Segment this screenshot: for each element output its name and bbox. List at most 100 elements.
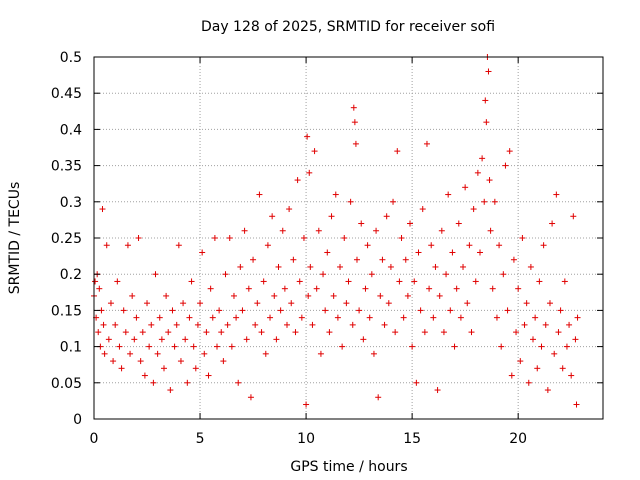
y-tick-label: 0.15 xyxy=(51,303,82,319)
data-point xyxy=(553,191,560,198)
data-point xyxy=(387,263,394,270)
data-point xyxy=(334,314,341,321)
data-point xyxy=(154,350,161,357)
data-point xyxy=(281,285,288,292)
data-point xyxy=(199,249,206,256)
data-point xyxy=(373,227,380,234)
data-point xyxy=(472,278,479,285)
data-point xyxy=(122,329,129,336)
data-point xyxy=(188,278,195,285)
data-point xyxy=(339,343,346,350)
data-point xyxy=(228,343,235,350)
data-point xyxy=(139,329,146,336)
data-points xyxy=(91,54,581,408)
data-point xyxy=(171,343,178,350)
data-point xyxy=(479,155,486,162)
data-point xyxy=(568,372,575,379)
data-point xyxy=(551,350,558,357)
data-point xyxy=(317,350,324,357)
data-point xyxy=(504,307,511,314)
data-point xyxy=(432,263,439,270)
data-point xyxy=(107,300,114,307)
data-point xyxy=(169,307,176,314)
data-point xyxy=(455,220,462,227)
data-point xyxy=(201,350,208,357)
data-point xyxy=(523,300,530,307)
data-point xyxy=(307,263,314,270)
data-point xyxy=(381,321,388,328)
y-tick-label: 0.35 xyxy=(51,159,82,175)
data-point xyxy=(508,372,515,379)
data-point xyxy=(419,206,426,213)
data-point xyxy=(426,285,433,292)
chart-title: Day 128 of 2025, SRMTID for receiver sof… xyxy=(201,19,495,35)
data-point xyxy=(165,329,172,336)
data-point xyxy=(349,321,356,328)
data-point xyxy=(449,249,456,256)
data-point xyxy=(258,329,265,336)
data-point xyxy=(392,329,399,336)
x-tick-label: 0 xyxy=(90,431,99,447)
data-point xyxy=(224,321,231,328)
data-point xyxy=(156,314,163,321)
data-point xyxy=(409,343,416,350)
data-point xyxy=(434,387,441,394)
data-point xyxy=(137,358,144,365)
data-point xyxy=(252,321,259,328)
data-point xyxy=(470,206,477,213)
data-point xyxy=(118,365,125,372)
data-point xyxy=(493,314,500,321)
data-point xyxy=(566,321,573,328)
data-point xyxy=(413,379,420,386)
data-point xyxy=(269,213,276,220)
data-point xyxy=(239,307,246,314)
data-point xyxy=(498,343,505,350)
data-point xyxy=(216,307,223,314)
data-point xyxy=(438,227,445,234)
data-point xyxy=(482,97,489,104)
data-point xyxy=(175,242,182,249)
data-point xyxy=(100,321,107,328)
data-point xyxy=(226,235,233,241)
data-point xyxy=(383,213,390,220)
data-point xyxy=(544,387,551,394)
data-point xyxy=(279,227,286,234)
y-tick-label: 0.25 xyxy=(51,231,82,247)
data-point xyxy=(421,329,428,336)
data-point xyxy=(385,300,392,307)
y-tick-label: 0.1 xyxy=(60,340,82,356)
data-point xyxy=(177,358,184,365)
data-point xyxy=(534,365,541,372)
data-point xyxy=(105,336,112,343)
data-point xyxy=(237,263,244,270)
x-tick-label: 15 xyxy=(403,431,421,447)
data-point xyxy=(286,206,293,213)
data-point xyxy=(245,285,252,292)
data-point xyxy=(377,292,384,299)
y-tick-label: 0.4 xyxy=(60,122,82,138)
data-point xyxy=(306,169,313,176)
data-point xyxy=(415,249,422,256)
data-point xyxy=(530,336,537,343)
data-point xyxy=(356,307,363,314)
data-point xyxy=(390,198,397,205)
data-point xyxy=(466,242,473,249)
data-point xyxy=(570,213,577,220)
data-point xyxy=(112,321,119,328)
data-point xyxy=(417,307,424,314)
data-point xyxy=(345,278,352,285)
data-point xyxy=(428,242,435,249)
data-point xyxy=(398,235,405,241)
data-point xyxy=(254,300,261,307)
data-point xyxy=(549,220,556,227)
data-point xyxy=(256,191,263,198)
data-point xyxy=(192,365,199,372)
data-point xyxy=(95,329,102,336)
data-point xyxy=(532,314,539,321)
data-point xyxy=(144,300,151,307)
data-point xyxy=(525,379,532,386)
data-point xyxy=(370,350,377,357)
data-point xyxy=(304,133,311,140)
data-point xyxy=(116,343,123,350)
data-point xyxy=(453,285,460,292)
